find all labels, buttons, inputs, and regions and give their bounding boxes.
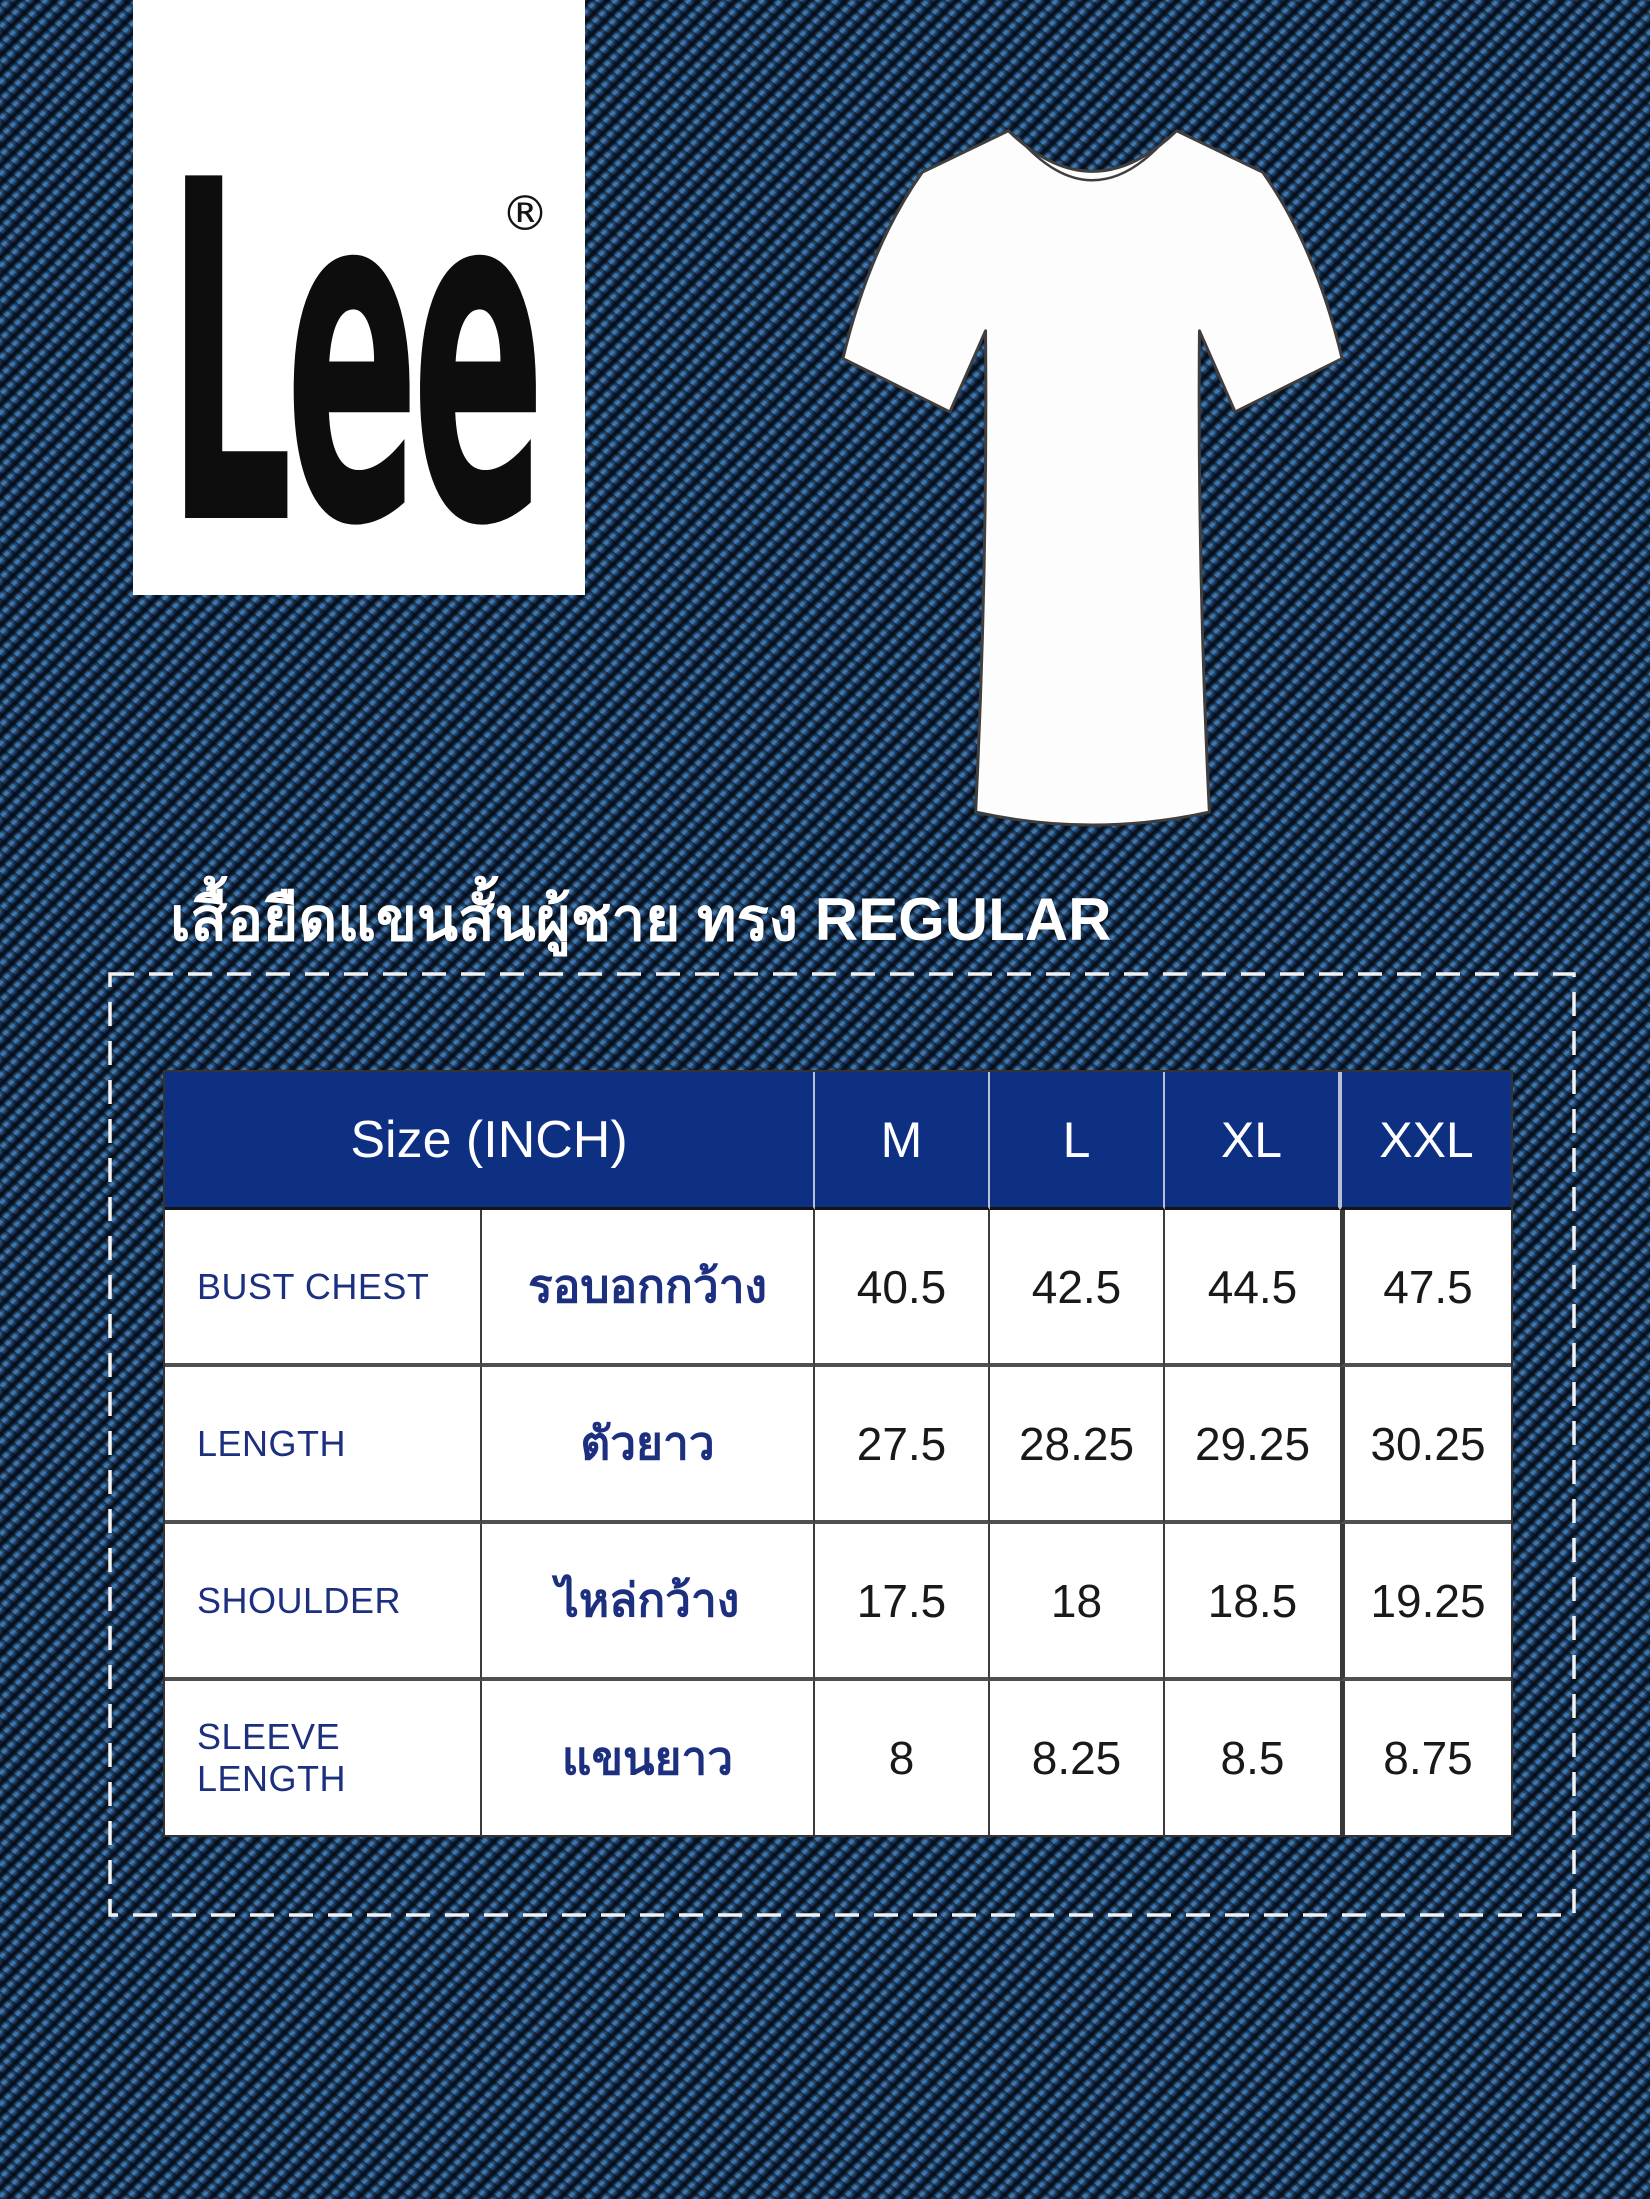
- header-size-m: M: [815, 1072, 990, 1210]
- value-xxl: 47.5: [1340, 1210, 1511, 1367]
- row-label-en: LENGTH: [165, 1367, 482, 1524]
- row-label-en: SHOULDER: [165, 1524, 482, 1681]
- row-label-th: รอบอกกว้าง: [482, 1210, 815, 1367]
- value-xl: 44.5: [1165, 1210, 1340, 1367]
- value-m: 27.5: [815, 1367, 990, 1524]
- tshirt-body: [841, 129, 1344, 827]
- row-label-th: ตัวยาว: [482, 1367, 815, 1524]
- header-size-xxl: XXL: [1340, 1072, 1511, 1210]
- brand-logo-box: Lee ®: [133, 0, 585, 595]
- header-size-inch: Size (INCH): [165, 1072, 815, 1210]
- product-title: เสื้อยืดแขนสั้นผู้ชาย ทรง REGULAR: [170, 886, 1112, 953]
- header-size-l: L: [990, 1072, 1165, 1210]
- size-chart-table: Size (INCH) M L XL XXL BUST CHEST รอบอกก…: [163, 1070, 1513, 1837]
- value-m: 40.5: [815, 1210, 990, 1367]
- registered-trademark-icon: ®: [501, 186, 549, 242]
- value-xl: 18.5: [1165, 1524, 1340, 1681]
- row-label-en: BUST CHEST: [165, 1210, 482, 1367]
- row-label-th: แขนยาว: [482, 1681, 815, 1835]
- value-m: 8: [815, 1681, 990, 1835]
- row-label-th: ไหล่กว้าง: [482, 1524, 815, 1681]
- header-size-xl: XL: [1165, 1072, 1340, 1210]
- value-xl: 8.5: [1165, 1681, 1340, 1835]
- value-xxl: 8.75: [1340, 1681, 1511, 1835]
- value-xxl: 19.25: [1340, 1524, 1511, 1681]
- tshirt-illustration: [841, 129, 1344, 827]
- dashed-border-frame: [108, 972, 1576, 1917]
- value-m: 17.5: [815, 1524, 990, 1681]
- value-l: 18: [990, 1524, 1165, 1681]
- value-l: 8.25: [990, 1681, 1165, 1835]
- value-l: 28.25: [990, 1367, 1165, 1524]
- tshirt-collar: [1016, 135, 1169, 182]
- value-xl: 29.25: [1165, 1367, 1340, 1524]
- value-xxl: 30.25: [1340, 1367, 1511, 1524]
- row-label-en: SLEEVE LENGTH: [165, 1681, 482, 1835]
- value-l: 42.5: [990, 1210, 1165, 1367]
- lee-logo: Lee: [167, 82, 545, 629]
